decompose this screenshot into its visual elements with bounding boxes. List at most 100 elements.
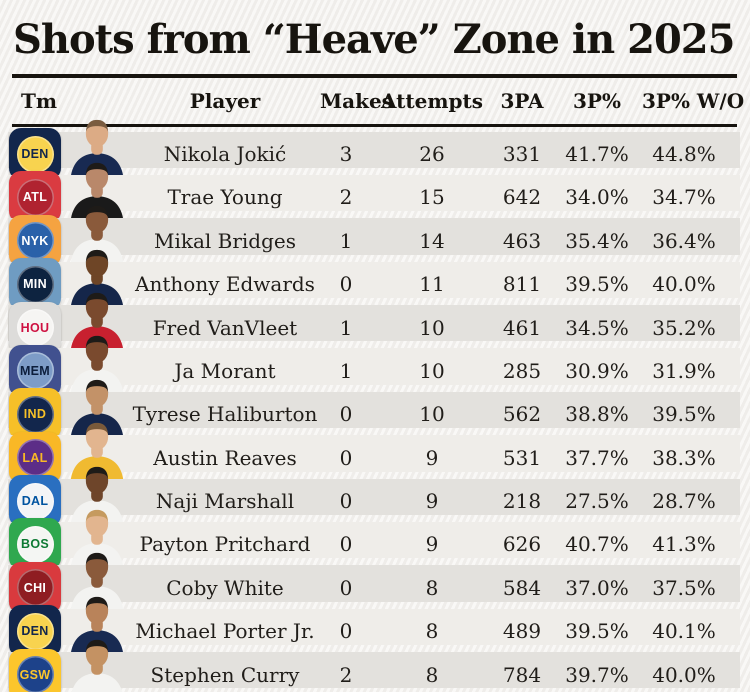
team-logo-houston-rockets-icon: HOU <box>9 301 61 354</box>
3p-pct-value: 39.7% <box>565 662 629 687</box>
team-cell: DEN <box>8 128 64 180</box>
team-logo-emblem: DEN <box>16 612 54 650</box>
player-photo-cell <box>64 639 130 692</box>
column-header-3pa: 3PA <box>500 89 544 113</box>
team-logo-emblem: DEN <box>16 135 54 173</box>
player-photo <box>70 422 124 480</box>
makes-value: 2 <box>339 185 353 210</box>
makes-value: 1 <box>339 315 353 340</box>
team-logo-emblem: HOU <box>16 309 54 346</box>
team-abbr: MEM <box>19 363 51 378</box>
team-abbr: NYK <box>21 233 49 248</box>
3p-pct-wo-value: 31.9% <box>652 358 716 383</box>
3p-pct-value: 34.5% <box>565 315 629 340</box>
team-logo-memphis-grizzlies-icon: MEM <box>9 344 61 397</box>
3pa-value: 584 <box>502 575 542 600</box>
player-name: Mikal Bridges <box>153 228 297 253</box>
team-cell: GSW <box>8 648 64 692</box>
3pa-value: 463 <box>502 228 542 253</box>
team-logo-indiana-pacers-icon: IND <box>9 388 61 441</box>
3p-pct-value: 34.0% <box>565 185 629 210</box>
team-cell: LAL <box>8 431 64 484</box>
3pa-value: 489 <box>502 619 542 644</box>
table-row: CHI Coby White 0 8 584 37.0% 37.5% <box>0 553 750 614</box>
attempts-value: 11 <box>419 272 445 297</box>
table-row: DEN Nikola Jokić 3 26 331 41.7% 44.8% <box>0 119 750 180</box>
player-photo <box>71 639 123 692</box>
team-logo-emblem: LAL <box>16 439 54 477</box>
table-header: Tm Player Makes Attempts 3PA 3P% 3P% W/O <box>0 78 745 124</box>
player-name: Coby White <box>166 575 284 600</box>
makes-value: 1 <box>339 358 353 383</box>
team-cell: DAL <box>8 475 64 527</box>
makes-value: 0 <box>339 532 353 557</box>
team-cell: MEM <box>8 344 64 397</box>
3p-pct-value: 37.7% <box>565 445 629 470</box>
3pa-value: 285 <box>502 358 542 383</box>
table-row: IND Tyrese Haliburton 0 10 562 38.8% 39.… <box>0 379 750 441</box>
3p-pct-wo-value: 28.7% <box>652 489 716 513</box>
3pa-value: 531 <box>502 445 542 470</box>
team-cell: HOU <box>8 301 64 354</box>
team-logo-emblem: CHI <box>16 569 54 607</box>
player-name: Austin Reaves <box>153 445 297 470</box>
team-logo-new-york-knicks-icon: NYK <box>9 214 61 267</box>
3p-pct-value: 40.7% <box>565 532 629 557</box>
attempts-value: 10 <box>419 358 445 383</box>
team-abbr: BOS <box>21 537 49 552</box>
team-logo-denver-nuggets-icon: DEN <box>9 605 61 658</box>
3p-pct-wo-value: 37.5% <box>652 575 716 600</box>
3p-pct-wo-value: 40.1% <box>652 619 716 644</box>
team-cell: ATL <box>8 171 64 224</box>
column-header-team: Tm <box>21 89 58 113</box>
team-cell: MIN <box>8 258 64 311</box>
attempts-value: 9 <box>425 489 439 513</box>
column-header-3p-pct: 3P% <box>573 89 621 113</box>
team-logo-emblem: DAL <box>16 482 54 520</box>
3p-pct-wo-value: 40.0% <box>652 272 716 297</box>
team-abbr: LAL <box>22 450 48 465</box>
attempts-value: 8 <box>425 662 439 687</box>
team-logo-los-angeles-lakers-icon: LAL <box>9 431 61 484</box>
team-logo-chicago-bulls-icon: CHI <box>9 561 61 614</box>
attempts-value: 10 <box>419 315 445 340</box>
3p-pct-value: 41.7% <box>565 142 629 166</box>
team-abbr: HOU <box>20 320 50 335</box>
team-abbr: DAL <box>21 494 49 508</box>
team-logo-dallas-mavericks-icon: DAL <box>9 475 61 527</box>
team-logo-denver-nuggets-icon: DEN <box>9 128 61 180</box>
team-logo-boston-celtics-icon: BOS <box>9 518 61 571</box>
player-name: Anthony Edwards <box>135 272 315 297</box>
team-abbr: DEN <box>21 624 49 639</box>
3pa-value: 811 <box>502 272 542 297</box>
player-name: Naji Marshall <box>155 489 295 513</box>
team-abbr: GSW <box>19 667 51 682</box>
attempts-value: 26 <box>419 142 445 166</box>
attempts-value: 9 <box>425 445 439 470</box>
3p-pct-wo-value: 44.8% <box>652 142 716 166</box>
team-abbr: DEN <box>21 147 49 161</box>
3p-pct-wo-value: 41.3% <box>652 532 716 557</box>
team-logo-emblem: NYK <box>16 222 54 260</box>
table-row: GSW Stephen Curry 2 8 784 39.7% 40.0% <box>0 639 750 692</box>
3p-pct-wo-value: 40.0% <box>652 662 716 687</box>
attempts-value: 10 <box>419 402 445 427</box>
3p-pct-wo-value: 34.7% <box>652 185 716 210</box>
attempts-value: 15 <box>419 185 445 210</box>
3pa-value: 331 <box>502 142 542 166</box>
header-divider <box>12 124 737 127</box>
table-row: DEN Michael Porter Jr. 0 8 489 39.5% 40.… <box>0 596 750 658</box>
player-name: Stephen Curry <box>150 662 300 687</box>
team-abbr: IND <box>23 407 47 422</box>
column-header-3p-pct-wo: 3P% W/O <box>642 89 745 113</box>
attempts-value: 8 <box>425 619 439 644</box>
3pa-value: 642 <box>502 185 542 210</box>
player-name: Ja Morant <box>174 358 276 383</box>
attempts-value: 8 <box>425 575 439 600</box>
3p-pct-value: 39.5% <box>565 272 629 297</box>
table-row: NYK Mikal Bridges 1 14 463 35.4% 36.4% <box>0 206 750 267</box>
player-name: Nikola Jokić <box>163 142 287 166</box>
makes-value: 2 <box>339 662 353 687</box>
team-logo-emblem: MEM <box>16 352 54 390</box>
